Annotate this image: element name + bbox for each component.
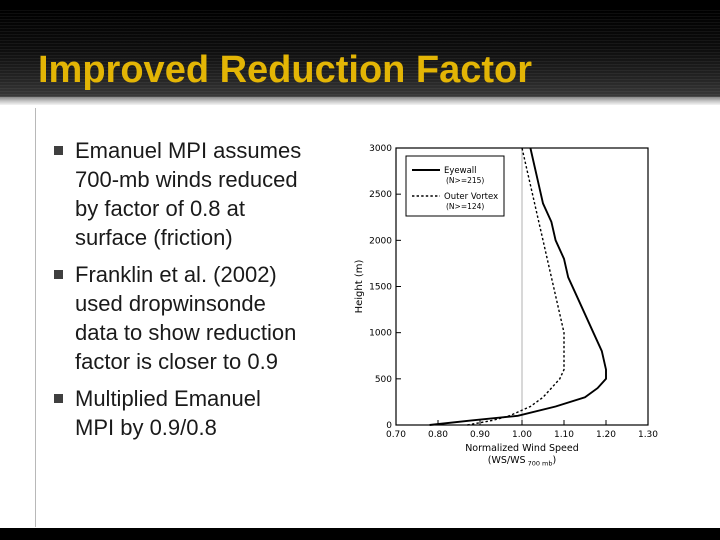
- legend-count-label: (N>=215): [446, 176, 484, 185]
- x-axis-label-units: (WS/WS 700 mb): [488, 455, 556, 468]
- svg-text:500: 500: [375, 375, 392, 385]
- legend-label: Outer Vortex: [444, 192, 498, 202]
- y-axis-ticks: 0 500 1000 1500 2000 2500 3000: [369, 144, 401, 431]
- outer-vortex-line: [467, 147, 565, 426]
- title-band: Improved Reduction Factor: [0, 10, 720, 96]
- legend-box: Eyewall(N>=215) Outer Vortex(N>=124): [405, 155, 505, 217]
- bullet-icon: [54, 146, 63, 155]
- top-black-bar: [0, 0, 720, 10]
- svg-text:1000: 1000: [369, 329, 392, 339]
- bullet-text: Franklin et al. (2002) used dropwinsonde…: [75, 262, 297, 374]
- svg-text:0.90: 0.90: [470, 430, 490, 440]
- y-axis-label: Height (m): [354, 260, 365, 314]
- bullet-item: Multiplied Emanuel MPI by 0.9/0.8: [54, 384, 342, 442]
- bullet-text: Multiplied Emanuel MPI by 0.9/0.8: [75, 386, 261, 440]
- svg-text:1.20: 1.20: [596, 430, 616, 440]
- bullet-icon: [54, 270, 63, 279]
- svg-text:1.30: 1.30: [638, 430, 658, 440]
- slide-title: Improved Reduction Factor: [38, 49, 533, 91]
- svg-text:2500: 2500: [369, 190, 392, 200]
- eyewall-line: [429, 147, 607, 426]
- chart-background: [350, 140, 660, 470]
- left-vertical-rule: [35, 108, 36, 527]
- title-band-bevel: [0, 96, 720, 105]
- svg-text:2000: 2000: [369, 236, 392, 246]
- legend-label: Eyewall: [444, 166, 477, 176]
- svg-text:0.70: 0.70: [386, 430, 406, 440]
- bullet-list: Emanuel MPI assumes 700-mb winds reduced…: [54, 136, 342, 450]
- bullet-text: Emanuel MPI assumes 700-mb winds reduced…: [75, 138, 302, 250]
- bottom-black-bar: [0, 528, 720, 540]
- svg-text:1.00: 1.00: [512, 430, 532, 440]
- bullet-item: Franklin et al. (2002) used dropwinsonde…: [54, 260, 342, 376]
- x-axis-label: Normalized Wind Speed: [465, 443, 579, 454]
- svg-text:1.10: 1.10: [554, 430, 574, 440]
- svg-text:0: 0: [386, 421, 392, 431]
- bullet-item: Emanuel MPI assumes 700-mb winds reduced…: [54, 136, 342, 252]
- bullet-icon: [54, 394, 63, 403]
- svg-text:3000: 3000: [369, 144, 392, 154]
- svg-text:1500: 1500: [369, 283, 392, 293]
- normalized-wind-speed-chart: 0.70 0.80 0.90 1.00 1.10 1.20 1.30 0 500 1000 1500…: [350, 140, 660, 470]
- x-axis-ticks: 0.70 0.80 0.90 1.00 1.10 1.20 1.30: [386, 420, 658, 440]
- legend-count-label: (N>=124): [446, 202, 484, 211]
- wind-profile-figure: 0.70 0.80 0.90 1.00 1.10 1.20 1.30 0 500 1000 1500…: [350, 140, 660, 470]
- svg-text:0.80: 0.80: [428, 430, 448, 440]
